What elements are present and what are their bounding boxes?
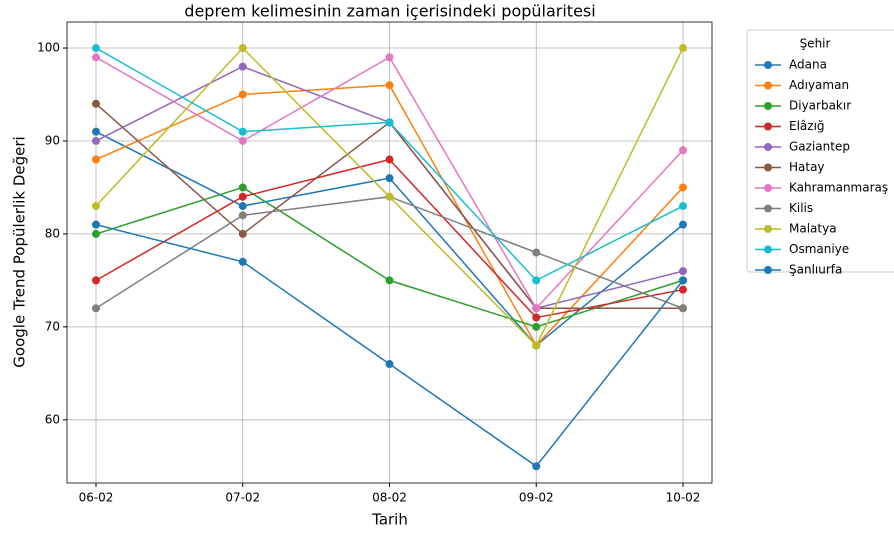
chart-title: deprem kelimesinin zaman içerisindeki po… [184, 2, 595, 21]
legend-marker [764, 266, 772, 274]
data-point [238, 211, 247, 220]
data-point [385, 276, 394, 285]
data-point [385, 155, 394, 164]
data-point [532, 313, 541, 322]
data-point [532, 276, 541, 285]
data-point [92, 44, 100, 53]
data-point [92, 53, 100, 62]
data-point [92, 136, 100, 145]
data-point [385, 192, 394, 201]
x-axis-label: Tarih [371, 511, 408, 529]
data-point [532, 462, 541, 471]
y-tick-label: 100 [37, 41, 60, 55]
legend-marker [764, 245, 772, 254]
legend-marker [764, 143, 772, 151]
data-point [679, 183, 687, 192]
data-point [238, 229, 247, 238]
legend-label: Kahramanmaraş [789, 181, 888, 195]
data-point [92, 276, 100, 285]
data-point [238, 183, 247, 192]
legend-label: Kilis [789, 201, 813, 215]
legend-marker [764, 163, 772, 172]
y-tick-label: 90 [45, 133, 60, 147]
legend-label: Adana [789, 58, 827, 72]
legend-marker [764, 61, 772, 69]
legend-marker [764, 204, 772, 213]
legend-label: Hatay [789, 160, 825, 174]
data-point [92, 155, 100, 164]
data-point [238, 62, 247, 71]
x-tick-label: 09-02 [519, 491, 554, 505]
legend-label: Osmaniye [789, 242, 849, 256]
data-point [679, 285, 687, 294]
legend-marker [764, 122, 772, 131]
y-axis-label: Google Trend Popülerlik Değeri [11, 136, 29, 367]
data-point [532, 304, 541, 313]
x-tick-label: 08-02 [372, 491, 407, 505]
legend-label: Malatya [789, 222, 837, 236]
data-point [238, 127, 247, 136]
legend-marker [764, 81, 772, 90]
legend-label: Elâzığ [789, 119, 825, 133]
data-point [92, 229, 100, 238]
y-tick-label: 60 [45, 412, 60, 426]
legend-label: Adıyaman [789, 78, 849, 92]
y-tick-label: 80 [45, 226, 60, 240]
data-point [238, 90, 247, 99]
legend-label: Gaziantep [789, 140, 850, 154]
data-point [238, 136, 247, 145]
y-tick-label: 70 [45, 319, 60, 333]
data-point [679, 276, 687, 285]
data-point [238, 192, 247, 201]
data-point [92, 127, 100, 136]
data-point [385, 360, 394, 369]
data-point [238, 257, 247, 266]
plot-frame [66, 21, 713, 484]
x-tick-label: 06-02 [79, 491, 114, 505]
data-point [385, 118, 394, 127]
legend-marker [764, 184, 772, 192]
data-point [679, 202, 687, 211]
legend-box [746, 29, 894, 273]
data-point [238, 202, 247, 211]
data-point [532, 248, 541, 257]
legend-title: Şehir [800, 37, 831, 51]
data-point [679, 220, 687, 229]
legend-label: Şanlıurfa [789, 263, 842, 277]
legend-marker [764, 102, 772, 110]
legend-marker [764, 225, 772, 233]
legend-label: Diyarbakır [789, 99, 851, 113]
data-point [92, 304, 100, 313]
data-point [679, 304, 687, 313]
x-tick-label: 07-02 [225, 491, 260, 505]
data-point [385, 174, 394, 183]
data-point [679, 267, 687, 276]
data-point [532, 341, 541, 350]
data-point [532, 322, 541, 331]
data-point [92, 202, 100, 211]
data-point [238, 44, 247, 53]
data-point [92, 99, 100, 108]
data-point [679, 44, 687, 53]
data-point [385, 53, 394, 62]
x-tick-label: 10-02 [666, 491, 701, 505]
data-point [92, 220, 100, 229]
data-point [679, 146, 687, 155]
data-point [385, 81, 394, 90]
